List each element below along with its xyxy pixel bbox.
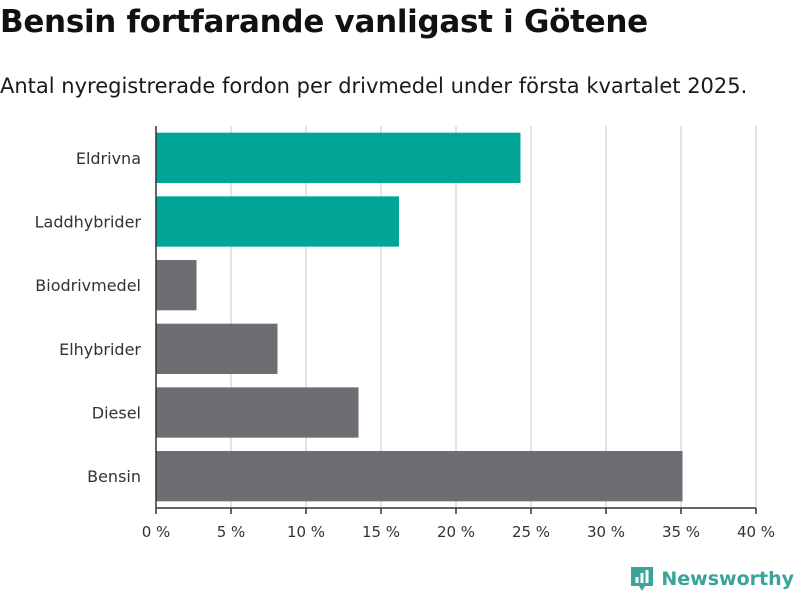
x-tick-label: 10 % (287, 523, 325, 541)
chart-subtitle: Antal nyregistrerade fordon per drivmede… (0, 74, 748, 98)
x-tick-label: 5 % (217, 523, 246, 541)
bar (156, 196, 399, 247)
x-tick-label: 0 % (142, 523, 171, 541)
bar (156, 260, 197, 311)
x-tick-label: 25 % (512, 523, 550, 541)
chart-title: Bensin fortfarande vanligast i Götene (0, 4, 648, 40)
x-tick-label: 35 % (662, 523, 700, 541)
category-label: Diesel (92, 404, 141, 423)
bar (156, 451, 683, 502)
newsworthy-logo-icon (631, 567, 654, 591)
x-tick-label: 40 % (737, 523, 775, 541)
x-tick-label: 30 % (587, 523, 625, 541)
category-label: Laddhybrider (35, 213, 142, 232)
x-tick-label: 20 % (437, 523, 475, 541)
bar (156, 132, 521, 183)
category-label: Biodrivmedel (35, 276, 141, 295)
bar (156, 387, 359, 438)
category-label: Elhybrider (59, 340, 141, 359)
category-label: Eldrivna (76, 149, 141, 168)
brand-name: Newsworthy (661, 568, 794, 590)
x-tick-label: 15 % (362, 523, 400, 541)
brand-logo: Newsworthy (629, 564, 794, 594)
category-label: Bensin (87, 467, 141, 486)
bar (156, 323, 278, 374)
